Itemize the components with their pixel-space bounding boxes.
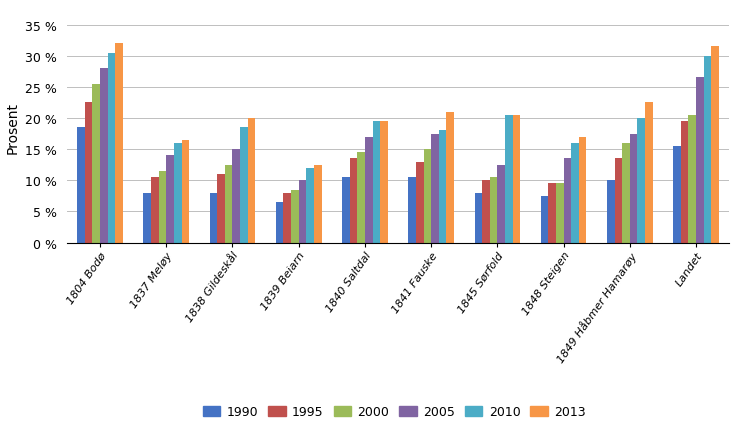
Bar [158, 171, 166, 243]
Bar [645, 103, 652, 243]
Bar [174, 144, 182, 243]
Bar [342, 178, 350, 243]
Bar [622, 144, 629, 243]
Bar [711, 47, 719, 243]
Bar [373, 122, 380, 243]
Bar [365, 137, 373, 243]
Bar [225, 165, 232, 243]
Bar [182, 141, 189, 243]
Legend: 1990, 1995, 2000, 2005, 2010, 2013: 1990, 1995, 2000, 2005, 2010, 2013 [198, 401, 591, 424]
Bar [408, 178, 416, 243]
Bar [548, 184, 556, 243]
Bar [482, 181, 490, 243]
Bar [607, 181, 615, 243]
Bar [446, 112, 454, 243]
Bar [615, 159, 622, 243]
Bar [314, 165, 321, 243]
Bar [92, 85, 100, 243]
Bar [210, 193, 217, 243]
Bar [100, 69, 108, 243]
Bar [380, 122, 388, 243]
Bar [240, 128, 248, 243]
Y-axis label: Prosent: Prosent [6, 102, 20, 154]
Bar [232, 150, 240, 243]
Bar [541, 197, 548, 243]
Bar [704, 56, 711, 243]
Bar [283, 193, 291, 243]
Bar [681, 122, 688, 243]
Bar [423, 150, 432, 243]
Bar [497, 165, 505, 243]
Bar [673, 147, 681, 243]
Bar [77, 128, 85, 243]
Bar [439, 131, 446, 243]
Bar [638, 119, 645, 243]
Bar [108, 53, 115, 243]
Bar [276, 203, 283, 243]
Bar [115, 44, 123, 243]
Bar [579, 137, 586, 243]
Bar [564, 159, 571, 243]
Bar [571, 144, 579, 243]
Bar [416, 162, 423, 243]
Bar [432, 134, 439, 243]
Bar [350, 159, 357, 243]
Bar [166, 156, 174, 243]
Bar [307, 168, 314, 243]
Bar [505, 115, 513, 243]
Bar [688, 115, 696, 243]
Bar [556, 184, 564, 243]
Bar [513, 115, 520, 243]
Bar [696, 78, 704, 243]
Bar [475, 193, 482, 243]
Bar [357, 153, 365, 243]
Bar [85, 103, 92, 243]
Bar [217, 174, 225, 243]
Bar [151, 178, 158, 243]
Bar [144, 193, 151, 243]
Bar [490, 178, 498, 243]
Bar [291, 190, 298, 243]
Bar [298, 181, 307, 243]
Bar [248, 119, 255, 243]
Bar [630, 134, 638, 243]
